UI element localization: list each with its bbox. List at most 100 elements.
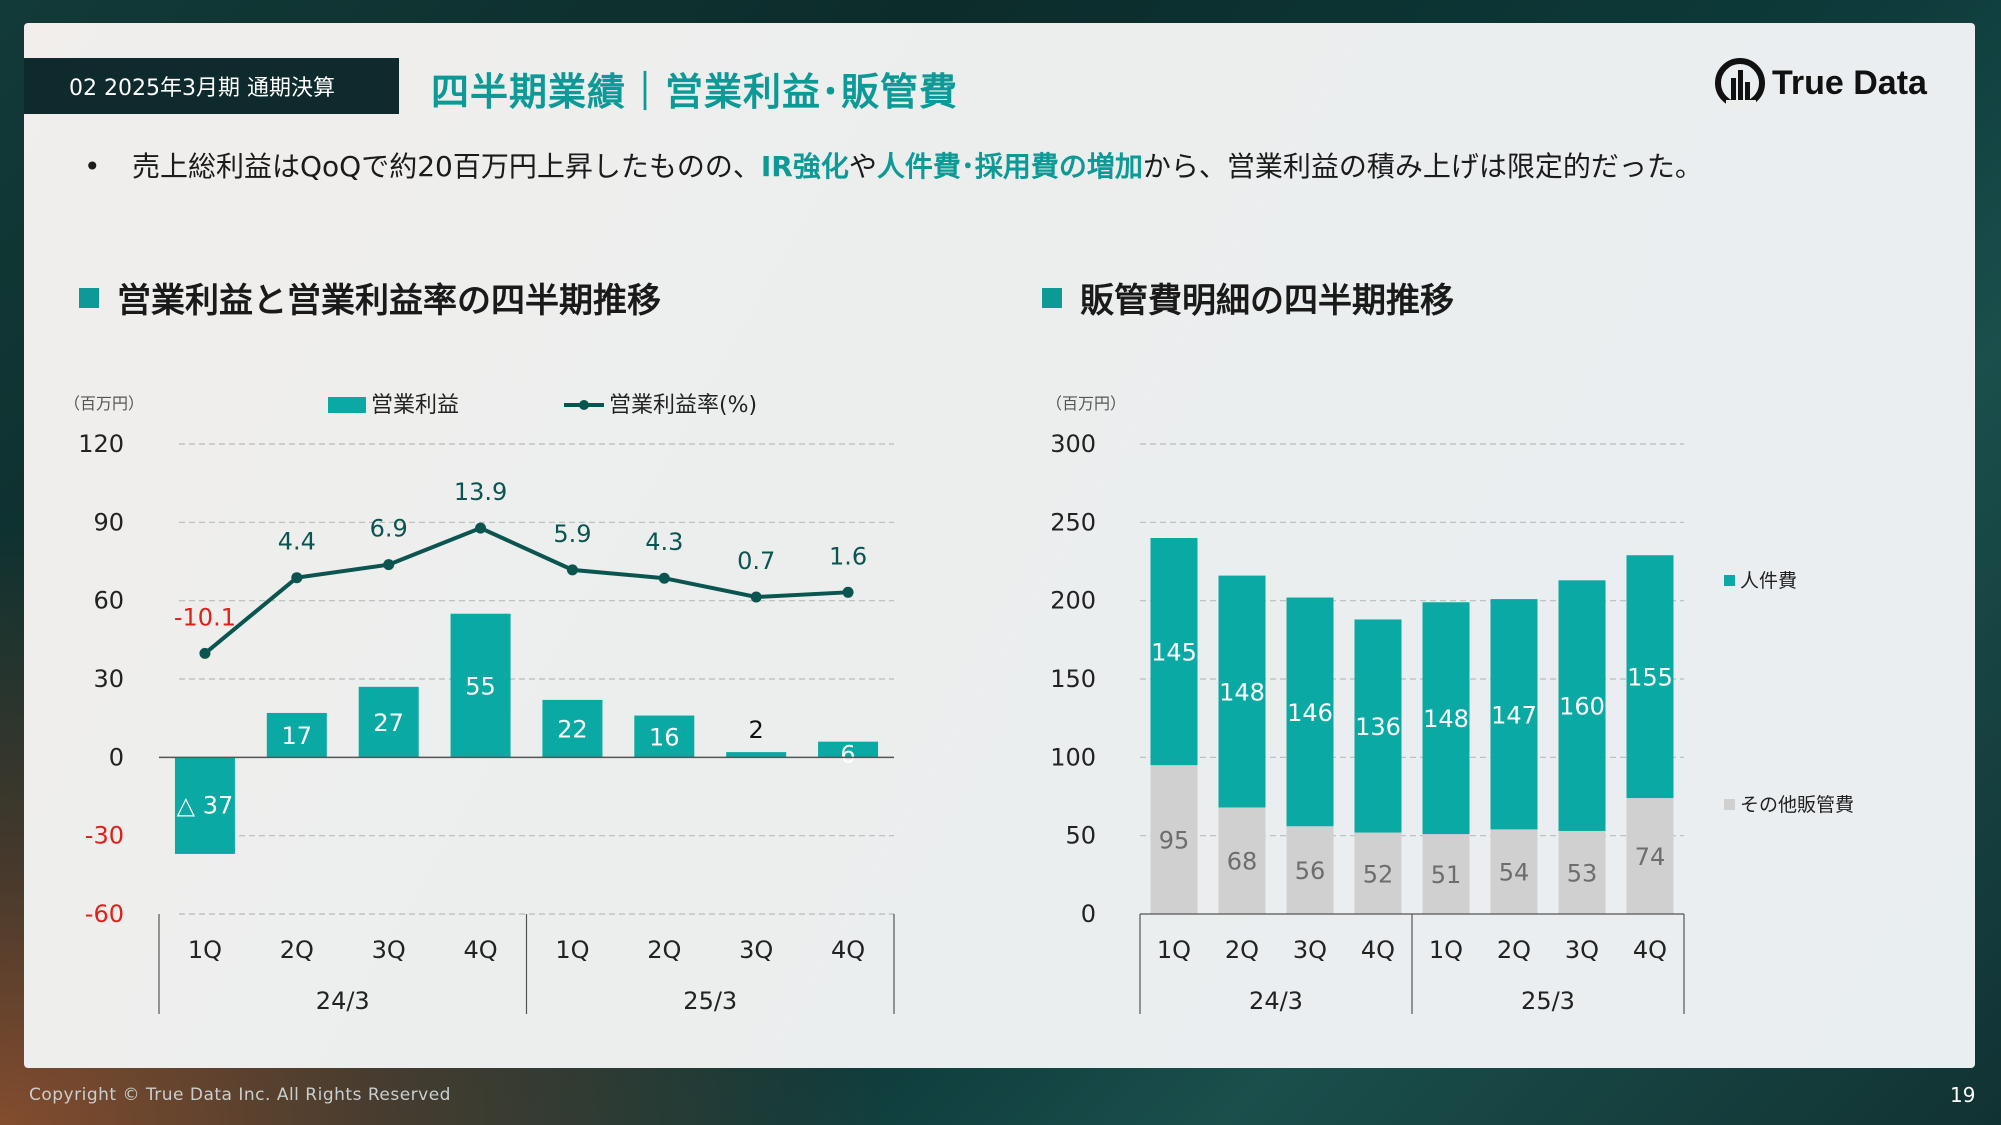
x-tick-label: 4Q <box>831 936 865 964</box>
rate-label: 0.7 <box>737 547 775 575</box>
x-tick-label: 4Q <box>1633 936 1667 964</box>
bar <box>542 699 603 758</box>
y-tick-label: 100 <box>1050 743 1096 771</box>
company-logo: True Data <box>1714 53 1927 113</box>
x-tick-label: 4Q <box>463 936 497 964</box>
y-tick-label: 30 <box>93 665 124 693</box>
bar-value-label: 16 <box>649 723 680 751</box>
bullet-text-after: から、営業利益の積み上げは限定的だった。 <box>1142 150 1703 183</box>
legend-personnel-swatch <box>1724 575 1735 586</box>
summary-bullet: • 売上総利益はQoQで約20百万円上昇したものの、IR強化や人件費･採用費の増加… <box>84 145 1703 185</box>
bar-personnel <box>1218 575 1266 808</box>
bar-other-sga <box>1422 834 1470 914</box>
bar <box>726 752 787 758</box>
rate-label: 6.9 <box>370 515 408 543</box>
y-tick-label: 60 <box>93 587 124 615</box>
operating-profit-chart: （百万円） 営業利益 営業利益率(%) 120 90 60 30 0 -30 -60 △ 3… <box>64 393 895 1015</box>
logo-mark-icon <box>1715 58 1765 110</box>
rate-label: 4.3 <box>645 528 683 556</box>
bar-personnel-value-label: 147 <box>1491 701 1537 729</box>
bar-personnel-value-label: 148 <box>1219 679 1265 707</box>
x-tick-label: 3Q <box>1565 936 1599 964</box>
bar-other-sga <box>1626 798 1674 914</box>
bar-other-value-label: 52 <box>1363 860 1394 888</box>
legend-bar-label: 営業利益 <box>371 393 459 418</box>
bar-personnel <box>1286 597 1334 827</box>
bar-other-value-label: 68 <box>1227 848 1258 876</box>
x-tick-label: 1Q <box>1429 936 1463 964</box>
bar-other-sga <box>1354 832 1402 914</box>
bar-value-label: 17 <box>282 722 313 750</box>
x-tick-label: 3Q <box>1293 936 1327 964</box>
right-chart-heading: 販管費明細の四半期推移 <box>1042 273 1454 322</box>
x-group-label: 25/3 <box>1521 987 1575 1015</box>
bar-personnel-value-label: 136 <box>1355 713 1401 741</box>
bar-other-value-label: 56 <box>1295 857 1326 885</box>
bar-personnel <box>1490 599 1538 830</box>
rate-label: 13.9 <box>454 478 507 506</box>
right-chart-heading-text: 販管費明細の四半期推移 <box>1080 281 1454 321</box>
bar-value-label: △ 37 <box>177 792 234 820</box>
bar-personnel-value-label: 155 <box>1627 664 1673 692</box>
bar-other-sga <box>1218 807 1266 914</box>
rate-label: -10.1 <box>174 603 236 631</box>
bar <box>266 712 327 758</box>
y-tick-label: 0 <box>109 743 124 771</box>
bar-value-label: 2 <box>749 716 764 744</box>
y-tick-label: 120 <box>78 430 124 458</box>
rate-point <box>383 559 395 571</box>
left-chart-heading-text: 営業利益と営業利益率の四半期推移 <box>117 281 661 321</box>
footer-copyright: Copyright © True Data Inc. All Rights Re… <box>29 1085 451 1105</box>
bar-other-value-label: 95 <box>1159 827 1190 855</box>
rate-point <box>566 564 578 576</box>
legend-bar-swatch <box>328 397 366 413</box>
bullet-marker: • <box>84 150 101 183</box>
x-tick-label: 3Q <box>372 936 406 964</box>
bar <box>450 613 511 758</box>
bullet-highlight-ir: IR強化 <box>760 150 849 183</box>
bar-other-value-label: 51 <box>1431 861 1462 889</box>
bar-other-value-label: 74 <box>1635 843 1666 871</box>
slide: 02 2025年3月期 通期決算 四半期業績｜営業利益･販管費 True Dat… <box>24 23 1975 1068</box>
bar-personnel <box>1422 602 1470 835</box>
y-tick-label: 90 <box>93 508 124 536</box>
page-title: 四半期業績｜営業利益･販管費 <box>431 70 959 114</box>
rate-label: 4.4 <box>278 528 316 556</box>
bar-value-label: 55 <box>465 673 496 701</box>
sga-breakdown-chart: （百万円） 300 250 200 150 100 50 0 95 145 68 148 56 146… <box>1046 394 1854 1015</box>
x-tick-label: 1Q <box>555 936 589 964</box>
rate-point <box>475 522 487 534</box>
y-tick-label: 300 <box>1050 430 1096 458</box>
section-tag: 02 2025年3月期 通期決算 <box>24 58 399 114</box>
bullet-highlight-cost: 人件費･採用費の増加 <box>876 150 1143 183</box>
rate-label: 5.9 <box>553 520 591 548</box>
bar-personnel <box>1354 619 1402 833</box>
bullet-text-before: 売上総利益はQoQで約20百万円上昇したものの、 <box>132 150 761 183</box>
bar-other-sga <box>1558 830 1606 914</box>
y-tick-label: 50 <box>1065 822 1096 850</box>
bar <box>634 715 695 758</box>
bar-personnel-value-label: 145 <box>1151 639 1197 667</box>
x-tick-label: 2Q <box>1225 936 1259 964</box>
legend-other-swatch <box>1724 799 1735 810</box>
rate-point <box>842 586 854 598</box>
rate-point <box>658 572 670 584</box>
rate-point <box>199 647 211 659</box>
heading-square-icon <box>79 287 99 308</box>
legend-line-marker <box>579 400 589 410</box>
page-number: 19 <box>1950 1083 1976 1107</box>
bar-value-label: 27 <box>373 709 404 737</box>
x-tick-label: 2Q <box>647 936 681 964</box>
rate-line <box>203 525 849 655</box>
x-tick-label: 4Q <box>1361 936 1395 964</box>
rate-point <box>750 591 762 603</box>
y-tick-label: 150 <box>1050 665 1096 693</box>
bar-value-label: 6 <box>840 740 855 768</box>
legend-other-label: その他販管費 <box>1740 794 1854 816</box>
bar-other-sga <box>1286 826 1334 914</box>
right-unit-label: （百万円） <box>1046 394 1126 413</box>
bar-value-label: 22 <box>557 716 588 744</box>
logo-text: True Data <box>1772 63 1927 102</box>
left-chart-heading: 営業利益と営業利益率の四半期推移 <box>79 273 661 322</box>
y-tick-label: -60 <box>85 900 124 928</box>
